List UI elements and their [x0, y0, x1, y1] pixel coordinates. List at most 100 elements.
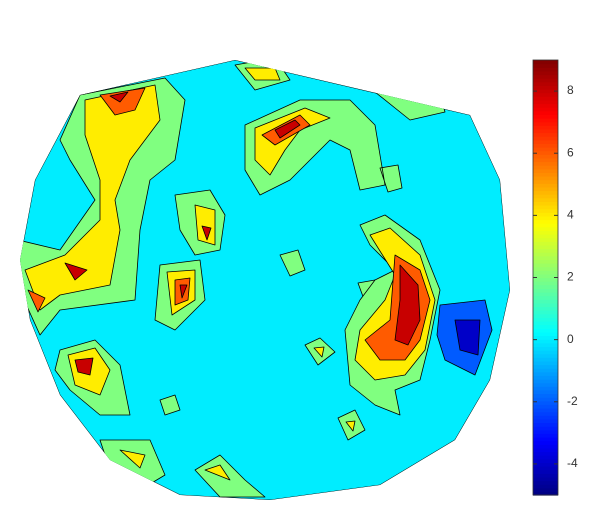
- colorbar-segment: [533, 110, 558, 115]
- colorbar-segment: [533, 379, 558, 384]
- colorbar-tick-label: 4: [567, 208, 574, 222]
- colorbar-segment: [533, 252, 558, 257]
- colorbar-segment: [533, 74, 558, 79]
- colorbar-segment: [533, 462, 558, 467]
- colorbar: [533, 60, 558, 496]
- colorbar-segment: [533, 473, 558, 478]
- colorbar-segment: [533, 165, 558, 170]
- colorbar-segment: [533, 371, 558, 376]
- colorbar-segment: [533, 422, 558, 427]
- colorbar-segment: [533, 404, 558, 409]
- colorbar-segment: [533, 143, 558, 148]
- colorbar-segment: [533, 255, 558, 260]
- colorbar-segment: [533, 342, 558, 347]
- colorbar-segment: [533, 161, 558, 166]
- colorbar-tick-label: 2: [567, 270, 574, 284]
- colorbar-segment: [533, 230, 558, 235]
- colorbar-segment: [533, 78, 558, 83]
- colorbar-tick-label: -4: [567, 456, 578, 470]
- colorbar-segment: [533, 484, 558, 489]
- colorbar-segment: [533, 331, 558, 337]
- colorbar-segment: [533, 335, 558, 340]
- colorbar-segment: [533, 455, 558, 460]
- colorbar-segment: [533, 226, 558, 231]
- colorbar-segment: [533, 99, 558, 105]
- contour-region: [27, 87, 146, 313]
- contour-region: [244, 67, 281, 81]
- colorbar-segment: [533, 451, 558, 456]
- contour-region: [454, 319, 481, 356]
- colorbar-segment: [533, 212, 558, 217]
- contour-region: [313, 346, 356, 432]
- contour-region: [254, 107, 331, 176]
- colorbar-segment: [533, 313, 558, 318]
- colorbar-segment: [533, 364, 558, 369]
- colorbar-segment: [533, 447, 558, 453]
- colorbar-segment: [533, 85, 558, 90]
- colorbar-segment: [533, 288, 558, 293]
- contour-region: [24, 84, 161, 311]
- contour-region: [64, 91, 129, 281]
- colorbar-segment: [533, 60, 558, 65]
- colorbar-segment: [533, 375, 558, 380]
- colorbar-segment: [533, 96, 558, 101]
- colorbar-segment: [533, 186, 558, 192]
- contour-region: [274, 119, 301, 139]
- colorbar-segment: [533, 346, 558, 351]
- colorbar-segment: [533, 89, 558, 94]
- colorbar-segment: [533, 487, 558, 492]
- colorbar-segment: [533, 386, 558, 391]
- colorbar-segment: [533, 270, 558, 275]
- colorbar-segment: [533, 237, 558, 242]
- colorbar-segment: [533, 350, 558, 355]
- colorbar-segment: [533, 172, 558, 177]
- colorbar-segment: [533, 389, 558, 395]
- colorbar-segment: [533, 205, 558, 210]
- colorbar-segment: [533, 469, 558, 474]
- colorbar-tick-label: 0: [567, 332, 574, 346]
- colorbar-segment: [533, 266, 558, 271]
- colorbar-segment: [533, 368, 558, 373]
- colorbar-segment: [533, 132, 558, 137]
- colorbar-segment: [533, 139, 558, 144]
- colorbar-segment: [533, 466, 558, 471]
- colorbar-tick-label: 6: [567, 145, 574, 159]
- colorbar-segment: [533, 63, 558, 68]
- colorbar-segment: [533, 277, 558, 282]
- contour-region: [179, 225, 212, 299]
- colorbar-segment: [533, 197, 558, 202]
- colorbar-tick-label: 8: [567, 83, 574, 97]
- colorbar-segment: [533, 67, 558, 72]
- colorbar-segment: [533, 248, 558, 253]
- colorbar-segment: [533, 128, 558, 134]
- colorbar-segment: [533, 183, 558, 188]
- colorbar-segment: [533, 259, 558, 264]
- colorbar-frame: [532, 59, 559, 496]
- colorbar-segment: [533, 292, 558, 297]
- colorbar-segment: [533, 150, 558, 155]
- colorbar-segment: [533, 418, 558, 424]
- colorbar-segment: [533, 121, 558, 126]
- colorbar-segment: [533, 70, 558, 76]
- colorbar-segment: [533, 223, 558, 228]
- colorbar-segment: [533, 411, 558, 416]
- contour-plot: [20, 60, 510, 500]
- colorbar-segment: [533, 244, 558, 250]
- colorbar-segment: [533, 107, 558, 112]
- colorbar-segment: [533, 194, 558, 199]
- colorbar-segment: [533, 397, 558, 402]
- colorbar-segment: [533, 328, 558, 333]
- colorbar-segment: [533, 476, 558, 482]
- colorbar-segment: [533, 92, 558, 97]
- colorbar-tick-label: -2: [567, 394, 578, 408]
- colorbar-segment: [533, 234, 558, 239]
- colorbar-segment: [533, 179, 558, 184]
- colorbar-segment: [533, 393, 558, 398]
- colorbar-segment: [533, 201, 558, 206]
- colorbar-segment: [533, 382, 558, 387]
- colorbar-segment: [533, 208, 558, 213]
- colorbar-segment: [533, 168, 558, 173]
- colorbar-segment: [533, 302, 558, 308]
- colorbar-segment: [533, 263, 558, 268]
- colorbar-segment: [533, 299, 558, 304]
